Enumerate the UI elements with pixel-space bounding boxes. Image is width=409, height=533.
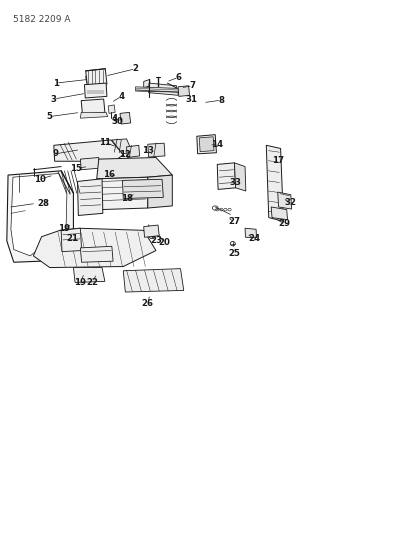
Polygon shape [178,86,189,96]
Polygon shape [61,228,81,252]
Text: 9: 9 [53,149,59,158]
Polygon shape [85,69,107,86]
Text: 33: 33 [229,178,241,187]
Polygon shape [123,269,183,292]
Polygon shape [106,160,124,173]
Text: 5: 5 [47,112,52,121]
Text: 1: 1 [53,78,59,87]
Polygon shape [108,105,115,114]
Text: 31: 31 [185,94,198,103]
Polygon shape [265,146,283,221]
Polygon shape [148,83,178,95]
Polygon shape [147,175,172,208]
Text: 10: 10 [34,175,45,184]
Bar [86,87,104,95]
Text: 6: 6 [175,72,181,82]
Text: 8: 8 [218,95,224,104]
Text: 24: 24 [247,235,259,244]
Polygon shape [144,79,149,88]
Text: 17: 17 [272,156,284,165]
Text: 4: 4 [112,114,118,123]
Bar [200,140,212,150]
Text: 26: 26 [142,299,153,308]
Polygon shape [54,140,123,161]
Text: 27: 27 [228,217,240,227]
Text: 15: 15 [70,164,82,173]
Polygon shape [81,99,105,114]
Text: 5182 2209 A: 5182 2209 A [13,15,70,24]
Polygon shape [77,179,103,215]
Text: 22: 22 [86,278,99,287]
Text: 16: 16 [103,170,115,179]
Polygon shape [122,179,163,198]
Polygon shape [270,207,287,220]
Text: 18: 18 [121,194,133,203]
Bar [83,103,101,111]
Polygon shape [11,173,67,256]
Polygon shape [80,246,113,262]
Text: 12: 12 [119,150,131,159]
Polygon shape [120,112,130,124]
Polygon shape [97,158,172,179]
Polygon shape [7,171,73,262]
Polygon shape [196,135,216,154]
Polygon shape [199,137,213,152]
Text: 19: 19 [58,224,70,233]
Text: 19: 19 [74,278,86,287]
Polygon shape [84,83,107,98]
Text: 2: 2 [132,64,138,73]
Polygon shape [135,87,178,92]
Polygon shape [245,228,256,238]
Polygon shape [234,163,245,191]
Text: 21: 21 [66,235,78,244]
Text: 20: 20 [158,238,170,247]
Text: 13: 13 [142,146,153,155]
Polygon shape [33,228,155,268]
Text: 28: 28 [38,199,49,208]
Polygon shape [80,158,99,169]
Polygon shape [147,143,164,157]
Text: 3: 3 [51,94,57,103]
Polygon shape [80,112,108,118]
Polygon shape [126,146,139,158]
Polygon shape [112,139,132,154]
Text: 7: 7 [189,81,196,90]
Text: 23: 23 [150,237,162,246]
Text: 32: 32 [284,198,296,207]
Polygon shape [277,192,291,209]
Text: 25: 25 [228,249,240,259]
Text: 14: 14 [211,140,223,149]
Text: 4: 4 [118,92,124,101]
Polygon shape [99,177,147,209]
Text: 29: 29 [278,220,290,229]
Polygon shape [217,163,235,189]
Text: 30: 30 [111,117,123,126]
Text: 11: 11 [99,138,110,147]
Polygon shape [144,225,159,237]
Polygon shape [73,268,105,282]
